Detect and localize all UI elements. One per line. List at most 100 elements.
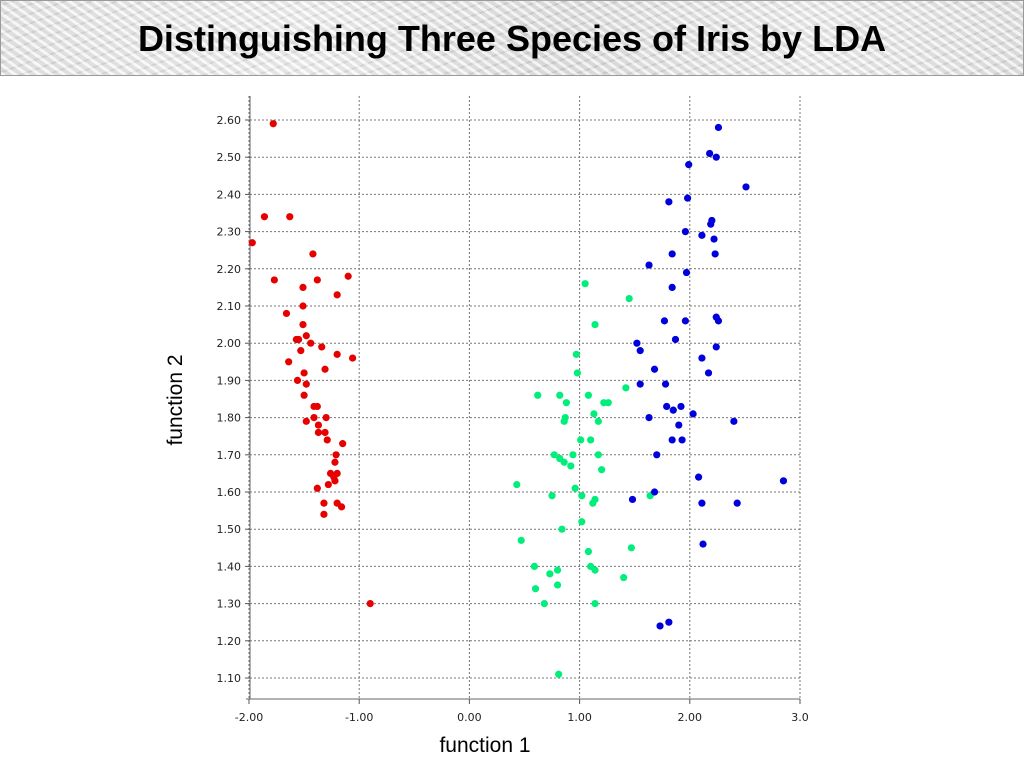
data-point-series-2 — [555, 670, 563, 678]
data-point-series-3 — [656, 622, 664, 630]
data-point-series-2 — [513, 480, 521, 489]
data-point-series-1 — [282, 309, 291, 318]
data-point-series-3 — [698, 499, 706, 507]
data-point-series-2 — [578, 518, 586, 526]
data-point-series-3 — [645, 261, 653, 269]
data-point-series-1 — [248, 239, 256, 247]
data-point-series-3 — [669, 406, 677, 414]
data-point-series-2 — [560, 458, 568, 466]
data-point-series-2 — [622, 384, 630, 392]
data-point-series-3 — [685, 161, 693, 169]
data-point-series-3 — [653, 451, 661, 459]
data-point-series-3 — [733, 499, 741, 507]
data-point-series-3 — [675, 421, 683, 429]
data-point-series-3 — [704, 369, 713, 377]
data-point-series-3 — [677, 402, 685, 411]
data-point-series-1 — [344, 272, 352, 280]
data-point-series-2 — [594, 451, 602, 459]
data-point-series-2 — [589, 499, 597, 507]
data-point-series-3 — [650, 488, 659, 496]
data-point-series-2 — [587, 436, 595, 444]
y-tick-label: 1.70 — [217, 449, 242, 462]
y-tick-label: 1.30 — [217, 598, 242, 611]
data-point-series-3 — [681, 228, 689, 236]
data-point-series-2 — [620, 573, 628, 582]
data-point-series-2 — [577, 436, 585, 444]
data-point-series-3 — [706, 149, 714, 158]
data-point-series-3 — [689, 410, 697, 418]
data-point-series-2 — [604, 399, 612, 407]
data-point-series-2 — [591, 566, 599, 574]
x-tick-label: 1.00 — [567, 711, 592, 724]
data-point-series-1 — [302, 417, 310, 425]
x-tick-label: -1.00 — [345, 711, 373, 724]
data-point-series-1 — [299, 321, 307, 329]
data-point-series-1 — [300, 391, 308, 399]
data-point-series-1 — [294, 335, 303, 344]
data-point-series-2 — [560, 417, 568, 425]
data-point-series-3 — [699, 540, 707, 548]
data-point-series-3 — [683, 194, 692, 202]
data-point-series-3 — [633, 339, 641, 347]
data-point-series-3 — [714, 123, 723, 132]
y-tick-label: 1.80 — [217, 412, 242, 425]
data-point-series-1 — [285, 358, 293, 366]
data-point-series-1 — [321, 428, 329, 437]
data-point-series-2 — [531, 585, 540, 593]
data-point-series-1 — [299, 283, 307, 291]
data-point-series-1 — [297, 347, 305, 355]
data-point-series-1 — [270, 276, 278, 284]
y-axis-label: function 2 — [164, 354, 187, 446]
x-tick-label: 2.00 — [678, 711, 703, 724]
data-point-series-3 — [628, 495, 637, 504]
data-point-series-1 — [339, 440, 347, 448]
data-point-series-1 — [348, 354, 357, 362]
data-point-series-3 — [665, 618, 673, 626]
data-point-series-3 — [636, 380, 644, 388]
data-point-series-1 — [314, 421, 323, 429]
data-point-series-3 — [698, 231, 706, 239]
data-point-series-2 — [591, 600, 599, 608]
data-point-series-1 — [299, 302, 307, 310]
data-point-series-1 — [302, 332, 310, 340]
y-tick-label: 2.60 — [217, 114, 242, 127]
data-point-series-3 — [682, 268, 691, 277]
data-point-series-1 — [324, 480, 332, 489]
title-banner — [0, 0, 1024, 76]
data-point-series-2 — [581, 280, 589, 288]
data-point-series-2 — [558, 525, 566, 533]
data-point-series-2 — [534, 391, 542, 399]
data-point-series-1 — [313, 276, 321, 284]
data-point-series-1 — [310, 402, 318, 411]
data-point-series-2 — [530, 562, 539, 571]
x-tick-label: -2.00 — [235, 711, 263, 724]
data-point-series-1 — [321, 365, 329, 373]
data-point-series-3 — [668, 436, 676, 444]
data-point-series-2 — [546, 570, 554, 578]
data-point-series-2 — [584, 547, 593, 556]
data-point-series-1 — [323, 436, 331, 444]
data-point-series-1 — [318, 343, 326, 351]
data-point-series-3 — [636, 347, 644, 355]
y-tick-label: 1.60 — [217, 486, 242, 499]
y-tick-label: 1.90 — [217, 374, 242, 387]
data-point-series-2 — [553, 566, 562, 574]
data-point-series-1 — [293, 376, 302, 384]
data-point-series-2 — [625, 294, 633, 303]
data-point-series-3 — [730, 417, 738, 425]
data-point-series-2 — [590, 410, 598, 418]
y-tick-label: 2.30 — [217, 226, 242, 239]
data-point-series-3 — [779, 477, 788, 485]
data-point-series-3 — [663, 402, 671, 411]
data-point-series-3 — [742, 183, 750, 191]
data-point-series-2 — [556, 391, 564, 399]
data-point-series-2 — [571, 484, 579, 492]
data-point-series-2 — [594, 417, 602, 425]
data-point-series-1 — [333, 350, 341, 358]
data-point-series-3 — [712, 153, 720, 161]
data-point-series-2 — [572, 350, 580, 358]
data-point-series-2 — [627, 544, 635, 552]
data-point-series-2 — [553, 581, 562, 589]
x-tick-label: 0.00 — [457, 711, 482, 724]
